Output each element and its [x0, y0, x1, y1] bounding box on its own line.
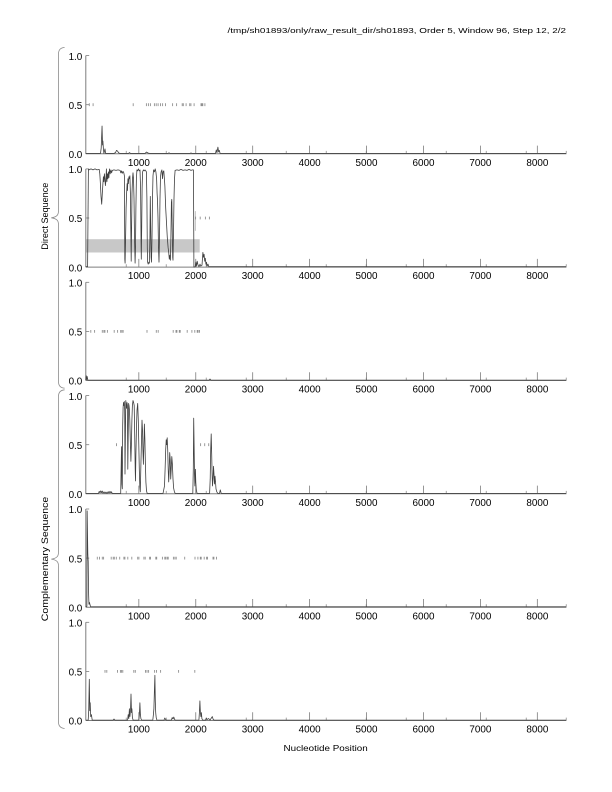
svg-text:1000: 1000: [128, 271, 150, 282]
svg-text:6000: 6000: [412, 611, 434, 622]
svg-text:1.0: 1.0: [69, 279, 83, 290]
svg-text:1000: 1000: [128, 158, 150, 169]
svg-text:0.0: 0.0: [69, 263, 83, 274]
svg-text:4000: 4000: [299, 385, 321, 396]
svg-text:0.5: 0.5: [69, 328, 83, 339]
svg-text:1000: 1000: [128, 385, 150, 396]
svg-text:4000: 4000: [299, 611, 321, 622]
svg-text:7000: 7000: [469, 385, 491, 396]
svg-text:5000: 5000: [356, 498, 378, 509]
svg-text:0.0: 0.0: [69, 490, 83, 501]
svg-text:3000: 3000: [242, 158, 264, 169]
svg-text:5000: 5000: [356, 611, 378, 622]
svg-text:3000: 3000: [242, 725, 264, 736]
svg-text:2000: 2000: [185, 385, 207, 396]
svg-text:1.0: 1.0: [69, 392, 83, 403]
svg-text:1000: 1000: [128, 725, 150, 736]
svg-text:5000: 5000: [356, 725, 378, 736]
svg-text:4000: 4000: [299, 498, 321, 509]
svg-text:4000: 4000: [299, 271, 321, 282]
svg-text:1.0: 1.0: [69, 619, 83, 630]
svg-text:0.5: 0.5: [69, 554, 83, 565]
svg-text:8000: 8000: [526, 271, 548, 282]
svg-text:1.0: 1.0: [69, 52, 83, 63]
svg-text:0.0: 0.0: [69, 377, 83, 388]
svg-text:6000: 6000: [412, 498, 434, 509]
svg-text:4000: 4000: [299, 158, 321, 169]
svg-text:7000: 7000: [469, 498, 491, 509]
svg-text:0.0: 0.0: [69, 603, 83, 614]
svg-text:6000: 6000: [412, 158, 434, 169]
svg-text:8000: 8000: [526, 611, 548, 622]
svg-text:8000: 8000: [526, 158, 548, 169]
svg-text:5000: 5000: [356, 158, 378, 169]
svg-text:7000: 7000: [469, 611, 491, 622]
svg-text:8000: 8000: [526, 725, 548, 736]
svg-text:3000: 3000: [242, 498, 264, 509]
svg-text:4000: 4000: [299, 725, 321, 736]
svg-text:3000: 3000: [242, 271, 264, 282]
svg-text:2000: 2000: [185, 498, 207, 509]
svg-text:2000: 2000: [185, 725, 207, 736]
svg-text:Direct Sequence: Direct Sequence: [39, 183, 50, 250]
svg-text:0.5: 0.5: [69, 668, 83, 679]
svg-text:3000: 3000: [242, 385, 264, 396]
svg-text:1000: 1000: [128, 498, 150, 509]
svg-text:1.0: 1.0: [69, 505, 83, 516]
svg-text:7000: 7000: [469, 271, 491, 282]
svg-text:8000: 8000: [526, 385, 548, 396]
svg-text:1.0: 1.0: [69, 165, 83, 176]
svg-text:0.5: 0.5: [69, 101, 83, 112]
svg-text:3000: 3000: [242, 611, 264, 622]
svg-text:7000: 7000: [469, 158, 491, 169]
svg-text:0.0: 0.0: [69, 150, 83, 161]
svg-text:5000: 5000: [356, 271, 378, 282]
svg-text:2000: 2000: [185, 158, 207, 169]
svg-text:0.5: 0.5: [69, 441, 83, 452]
svg-text:1000: 1000: [128, 611, 150, 622]
svg-text:8000: 8000: [526, 498, 548, 509]
svg-text:0.0: 0.0: [69, 717, 83, 728]
svg-text:/tmp/sh01893/only/raw_result_d: /tmp/sh01893/only/raw_result_dir/sh01893…: [228, 26, 567, 35]
svg-text:7000: 7000: [469, 725, 491, 736]
svg-text:Complementary Sequence: Complementary Sequence: [39, 497, 50, 622]
svg-text:6000: 6000: [412, 385, 434, 396]
svg-text:2000: 2000: [185, 271, 207, 282]
svg-text:5000: 5000: [356, 385, 378, 396]
svg-text:0.5: 0.5: [69, 214, 83, 225]
svg-text:6000: 6000: [412, 271, 434, 282]
svg-text:2000: 2000: [185, 611, 207, 622]
svg-text:Nucleotide Position: Nucleotide Position: [284, 743, 369, 753]
svg-text:6000: 6000: [412, 725, 434, 736]
